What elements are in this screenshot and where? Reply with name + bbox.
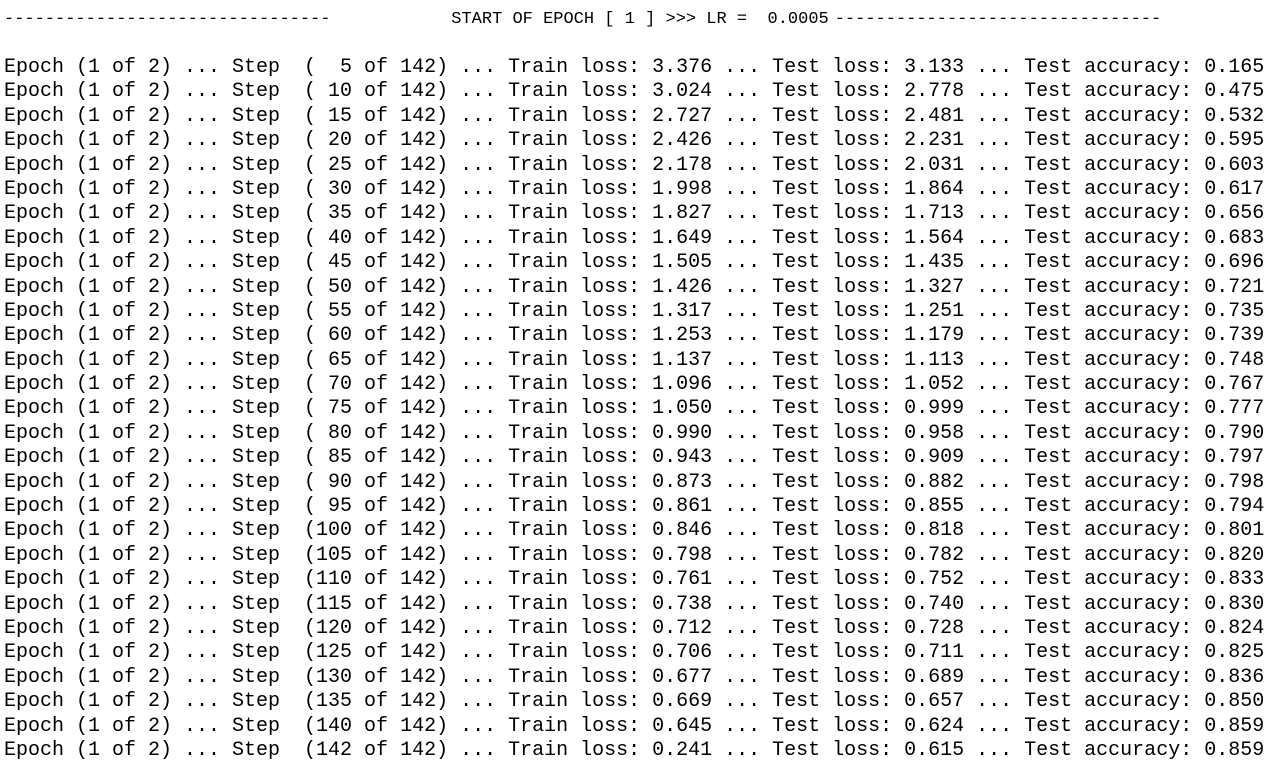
log-line: Epoch (1 of 2) ... Step ( 80 of 142) ...… [4, 421, 1265, 445]
log-line: Epoch (1 of 2) ... Step ( 20 of 142) ...… [4, 129, 1265, 153]
log-line: Epoch (1 of 2) ... Step (110 of 142) ...… [4, 568, 1265, 592]
log-line: Epoch (1 of 2) ... Step (125 of 142) ...… [4, 641, 1265, 665]
log-line: Epoch (1 of 2) ... Step ( 30 of 142) ...… [4, 177, 1265, 201]
log-line: Epoch (1 of 2) ... Step ( 55 of 142) ...… [4, 299, 1265, 323]
log-line: Epoch (1 of 2) ... Step ( 90 of 142) ...… [4, 470, 1265, 494]
log-line: Epoch (1 of 2) ... Step ( 65 of 142) ...… [4, 348, 1265, 372]
training-log: Epoch (1 of 2) ... Step ( 5 of 142) ... … [0, 56, 1280, 763]
log-line: Epoch (1 of 2) ... Step (120 of 142) ...… [4, 616, 1265, 640]
log-line: Epoch (1 of 2) ... Step (142 of 142) ...… [4, 738, 1265, 762]
log-line: Epoch (1 of 2) ... Step (105 of 142) ...… [4, 543, 1265, 567]
header-dashes-left: -------------------------------- [4, 10, 331, 29]
log-line: Epoch (1 of 2) ... Step (115 of 142) ...… [4, 592, 1265, 616]
epoch-header-title: START OF EPOCH [ 1 ] >>> LR = 0.0005 [451, 10, 829, 29]
log-line: Epoch (1 of 2) ... Step ( 40 of 142) ...… [4, 226, 1265, 250]
log-line: Epoch (1 of 2) ... Step ( 50 of 142) ...… [4, 275, 1265, 299]
log-line: Epoch (1 of 2) ... Step (130 of 142) ...… [4, 665, 1265, 689]
epoch-header: -------------------------------- START O… [4, 8, 1276, 32]
log-line: Epoch (1 of 2) ... Step ( 35 of 142) ...… [4, 202, 1265, 226]
log-line: Epoch (1 of 2) ... Step ( 60 of 142) ...… [4, 324, 1265, 348]
log-line: Epoch (1 of 2) ... Step ( 70 of 142) ...… [4, 373, 1265, 397]
log-line: Epoch (1 of 2) ... Step ( 15 of 142) ...… [4, 104, 1265, 128]
log-line: Epoch (1 of 2) ... Step ( 85 of 142) ...… [4, 446, 1265, 470]
log-line: Epoch (1 of 2) ... Step (135 of 142) ...… [4, 690, 1265, 714]
log-line: Epoch (1 of 2) ... Step ( 75 of 142) ...… [4, 397, 1265, 421]
log-line: Epoch (1 of 2) ... Step ( 25 of 142) ...… [4, 153, 1265, 177]
log-line: Epoch (1 of 2) ... Step (140 of 142) ...… [4, 714, 1265, 738]
header-dashes-right: -------------------------------- [834, 10, 1162, 29]
log-line: Epoch (1 of 2) ... Step (100 of 142) ...… [4, 519, 1265, 543]
log-line: Epoch (1 of 2) ... Step ( 95 of 142) ...… [4, 495, 1265, 519]
log-line: Epoch (1 of 2) ... Step ( 5 of 142) ... … [4, 56, 1265, 79]
log-line: Epoch (1 of 2) ... Step ( 45 of 142) ...… [4, 251, 1265, 275]
log-line: Epoch (1 of 2) ... Step ( 10 of 142) ...… [4, 80, 1265, 104]
